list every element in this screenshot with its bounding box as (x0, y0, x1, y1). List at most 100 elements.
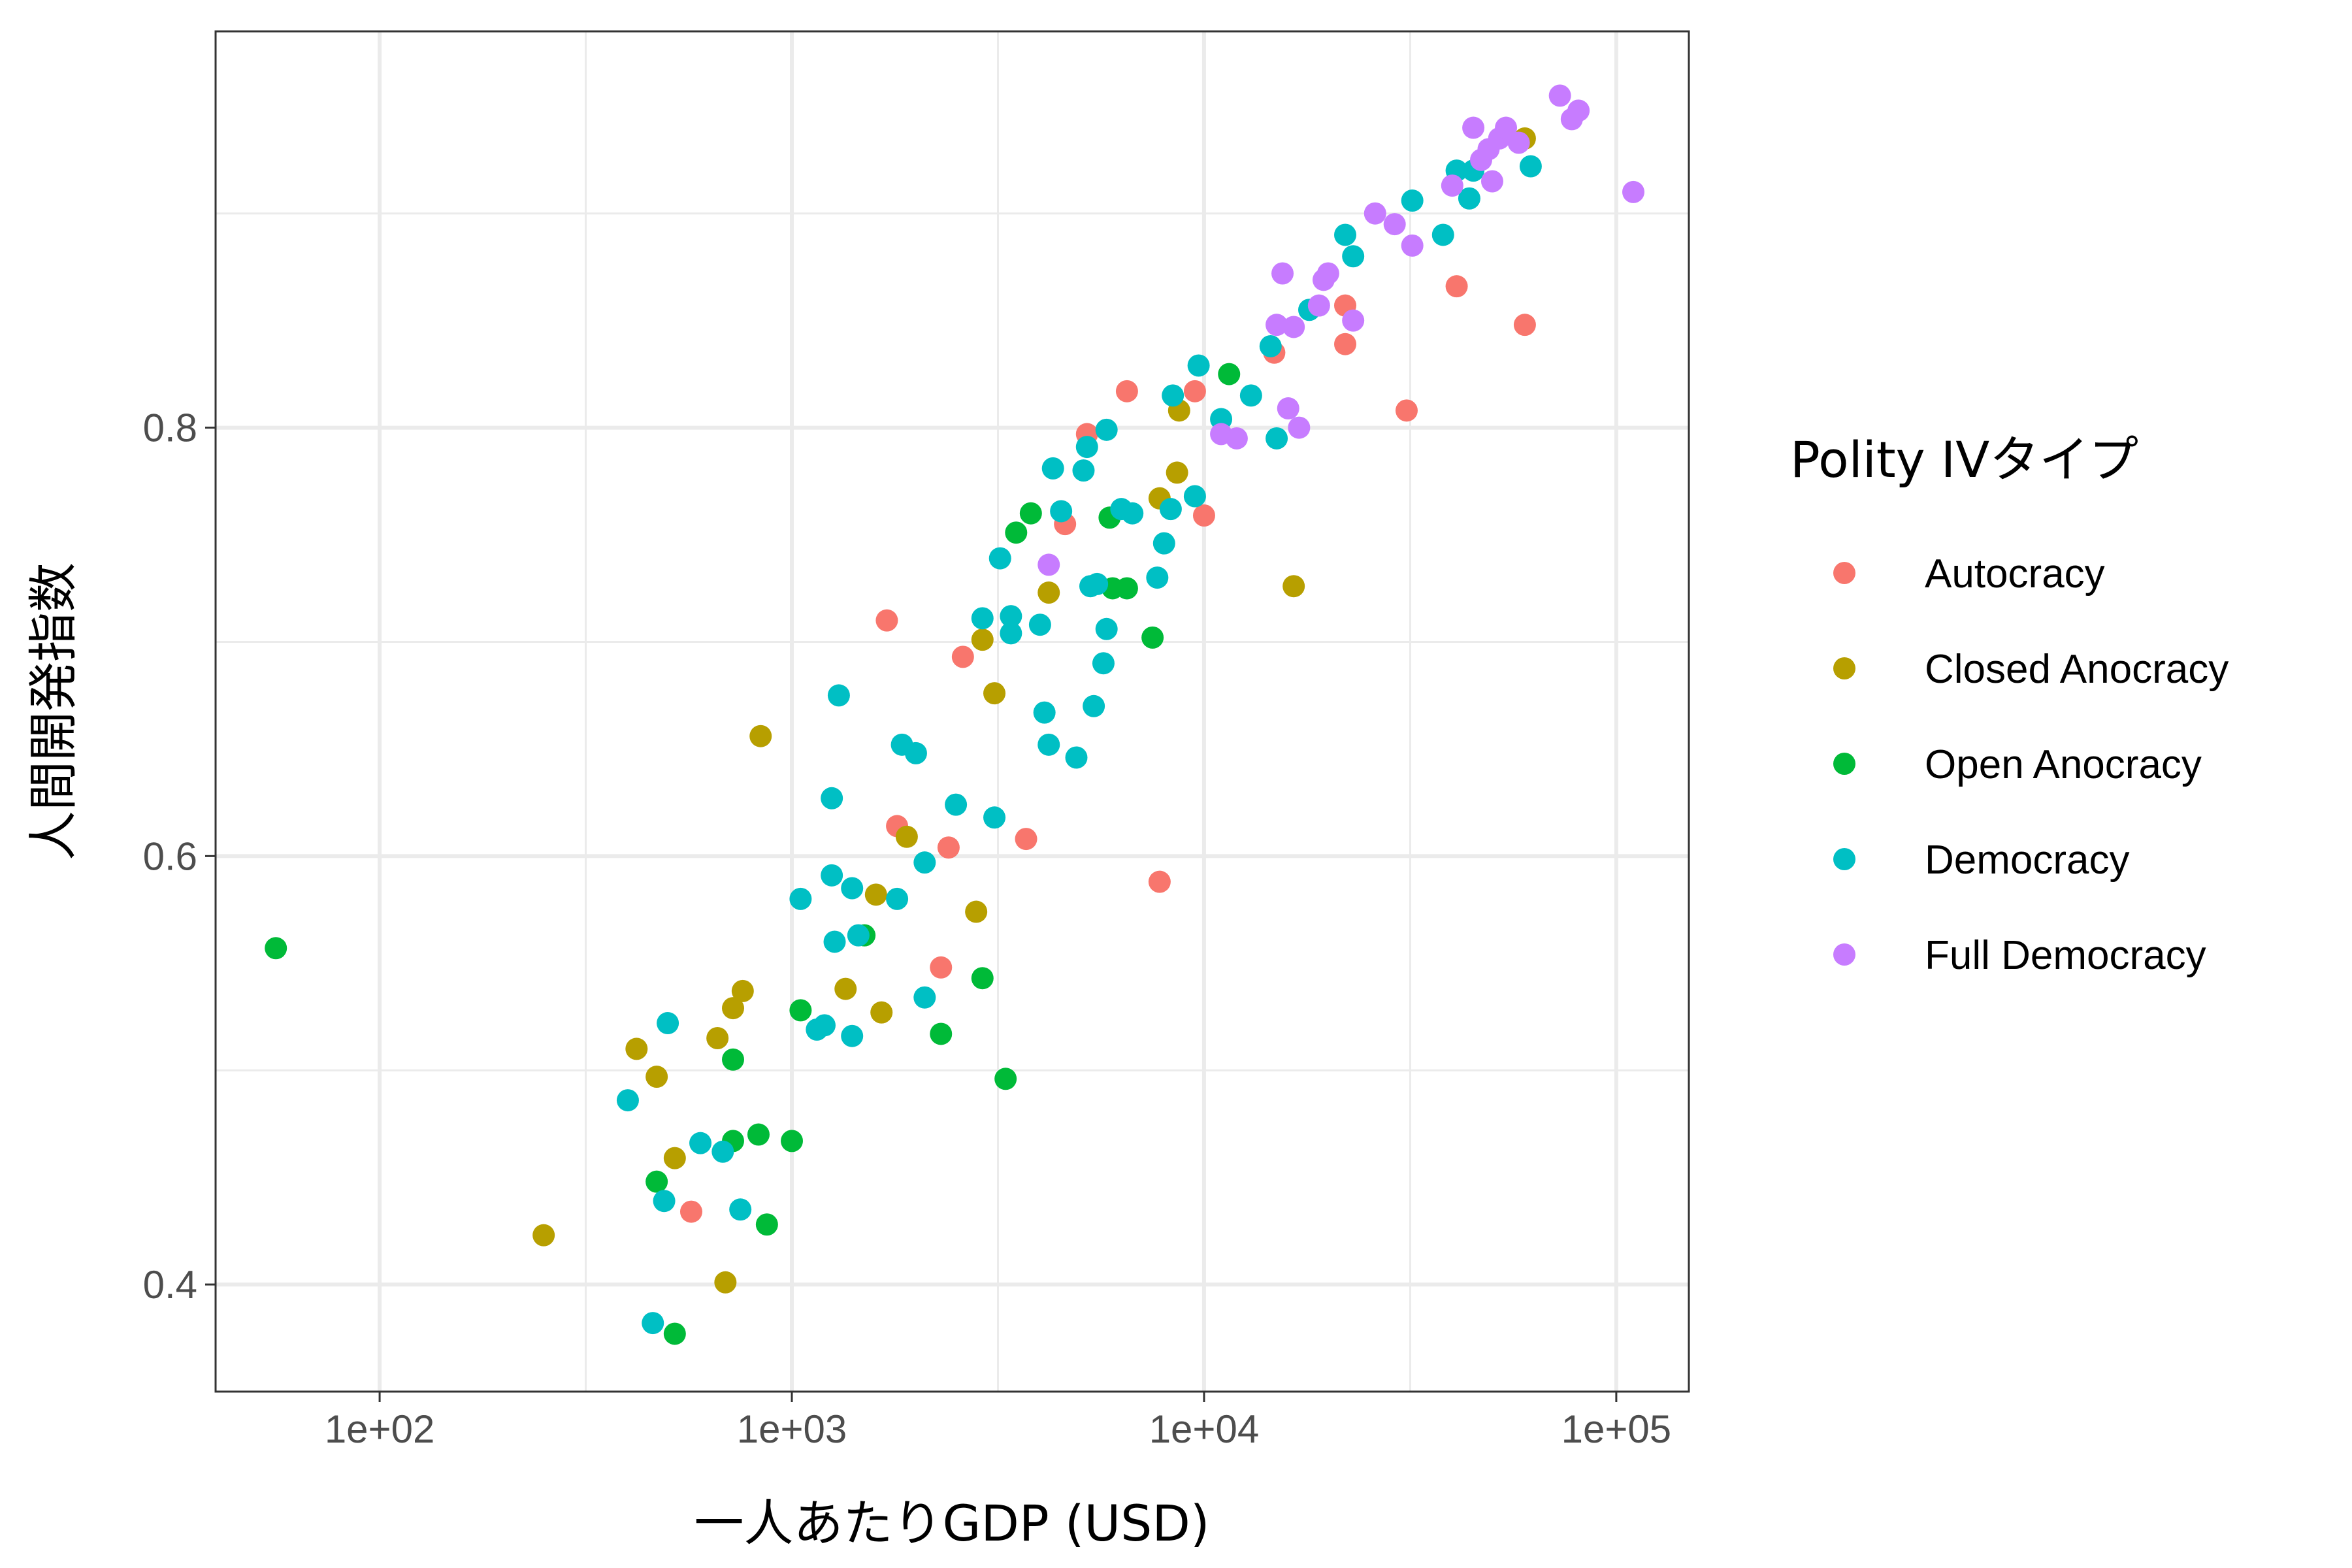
legend-title: Polity IVタイプ (1790, 431, 2138, 489)
point-democracy (1037, 733, 1060, 756)
point-democracy (711, 1140, 734, 1163)
x-tick-label: 1e+02 (325, 1407, 435, 1451)
point-democracy (913, 986, 936, 1009)
y-tick-label: 0.8 (143, 406, 197, 450)
point-full-democracy (1495, 116, 1518, 139)
point-democracy (1239, 384, 1262, 407)
point-democracy (1146, 566, 1169, 589)
point-democracy (1072, 459, 1095, 482)
x-axis-ticks: 1e+02 1e+03 1e+04 1e+05 (325, 1392, 1671, 1451)
point-democracy (1121, 502, 1144, 525)
point-full-democracy (1507, 131, 1530, 154)
point-full-democracy (1383, 213, 1406, 236)
point-closed-anocracy (645, 1066, 668, 1088)
point-full-democracy (1037, 553, 1060, 576)
point-closed-anocracy (834, 977, 857, 1000)
point-closed-anocracy (870, 1001, 893, 1024)
point-closed-anocracy (714, 1271, 737, 1294)
plot-background (216, 31, 1689, 1392)
point-open-anocracy (663, 1322, 686, 1345)
point-full-democracy (1548, 84, 1571, 107)
point-democracy (1095, 617, 1118, 640)
x-axis-title: 一人あたりGDP (USD) (694, 1494, 1209, 1552)
point-democracy (1187, 354, 1210, 377)
point-democracy (616, 1089, 639, 1112)
point-democracy (1065, 746, 1088, 769)
point-full-democracy (1364, 202, 1386, 225)
legend-key-open-anocracy (1833, 753, 1855, 775)
point-autocracy (875, 609, 898, 632)
point-democracy (1000, 622, 1022, 645)
point-democracy (841, 1024, 864, 1047)
point-open-anocracy (1218, 363, 1241, 385)
legend-label-full-democracy: Full Democracy (1925, 933, 2206, 978)
point-democracy (1028, 613, 1051, 636)
point-full-democracy (1307, 294, 1330, 317)
point-autocracy (1513, 314, 1536, 336)
point-autocracy (1115, 380, 1138, 402)
x-tick-label: 1e+05 (1561, 1407, 1672, 1451)
point-autocracy (1395, 399, 1418, 422)
point-open-anocracy (645, 1170, 668, 1193)
point-democracy (653, 1190, 676, 1213)
point-democracy (1431, 223, 1454, 246)
point-closed-anocracy (722, 997, 745, 1020)
point-closed-anocracy (965, 900, 988, 923)
point-democracy (1162, 384, 1184, 407)
point-democracy (886, 887, 909, 910)
point-democracy (1183, 485, 1206, 508)
legend-key-autocracy (1833, 562, 1855, 584)
point-democracy (657, 1012, 679, 1035)
point-open-anocracy (755, 1213, 778, 1236)
point-closed-anocracy (706, 1027, 729, 1050)
plot-border (214, 30, 1690, 1393)
minor-gridlines (216, 31, 1689, 1392)
point-democracy (983, 806, 1006, 829)
legend-label-closed-anocracy: Closed Anocracy (1925, 647, 2229, 692)
legend-label-democracy: Democracy (1925, 838, 2130, 883)
point-closed-anocracy (983, 682, 1006, 705)
point-democracy (1401, 189, 1424, 212)
point-closed-anocracy (1166, 461, 1188, 484)
point-closed-anocracy (895, 825, 918, 848)
point-autocracy (1192, 504, 1215, 527)
point-democracy (913, 851, 936, 874)
point-open-anocracy (930, 1022, 953, 1045)
point-democracy (1095, 418, 1118, 441)
point-democracy (1519, 155, 1542, 178)
point-closed-anocracy (625, 1037, 648, 1060)
point-autocracy (1015, 828, 1037, 851)
y-tick-label: 0.6 (143, 834, 197, 878)
point-closed-anocracy (1037, 581, 1060, 604)
legend-key-full-democracy (1833, 943, 1855, 966)
point-democracy (821, 864, 843, 887)
point-democracy (1342, 245, 1365, 268)
y-axis-title: 人間開発指数 (24, 563, 82, 860)
point-closed-anocracy (864, 883, 887, 906)
point-autocracy (1148, 870, 1171, 893)
point-democracy (813, 1014, 836, 1037)
legend-key-democracy (1833, 848, 1855, 870)
point-open-anocracy (265, 937, 287, 960)
point-open-anocracy (747, 1123, 770, 1146)
point-democracy (642, 1312, 664, 1335)
point-democracy (1159, 498, 1182, 521)
point-closed-anocracy (1282, 575, 1305, 598)
point-full-democracy (1441, 174, 1463, 197)
point-open-anocracy (789, 999, 812, 1022)
point-full-democracy (1480, 170, 1503, 193)
point-democracy (1050, 500, 1073, 523)
point-democracy (841, 877, 864, 900)
point-full-democracy (1277, 397, 1299, 420)
point-democracy (1458, 187, 1480, 210)
point-democracy (904, 742, 927, 764)
y-tick-label: 0.4 (143, 1263, 197, 1307)
point-closed-anocracy (731, 979, 754, 1002)
point-democracy (988, 547, 1011, 570)
point-democracy (971, 607, 994, 630)
point-full-democracy (1401, 234, 1424, 257)
x-tick-label: 1e+03 (737, 1407, 847, 1451)
point-democracy (1041, 457, 1064, 480)
point-open-anocracy (971, 967, 994, 990)
